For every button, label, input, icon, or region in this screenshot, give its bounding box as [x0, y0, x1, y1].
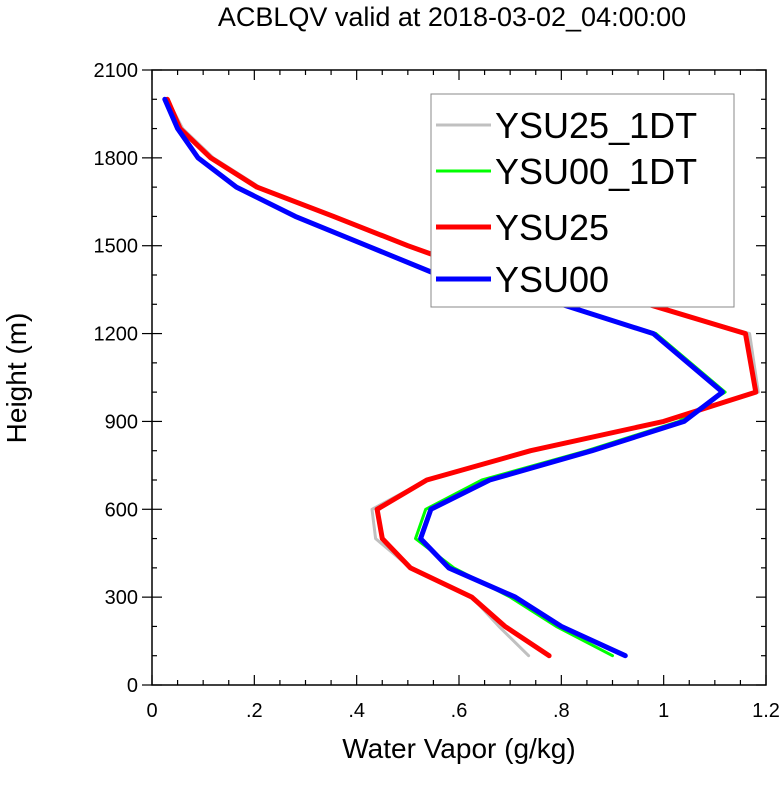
legend-box [430, 93, 735, 308]
y-tick-label: 1500 [94, 236, 139, 258]
y-tick-label: 1200 [94, 324, 139, 346]
x-tick-label: 1 [658, 700, 669, 722]
y-axis-label: Height (m) [1, 313, 32, 444]
y-tick-label: 300 [105, 587, 138, 609]
x-tick-label: .8 [553, 700, 570, 722]
y-tick-label: 1800 [94, 148, 139, 170]
y-tick-label: 0 [127, 675, 138, 697]
legend-label-3: YSU00 [495, 259, 609, 300]
y-tick-label: 2100 [94, 60, 139, 82]
x-tick-label: .2 [246, 700, 263, 722]
series-line-3 [162, 96, 725, 659]
legend: YSU25_1DT YSU00_1DT YSU25 YSU00 [430, 93, 735, 308]
x-axis-label: Water Vapor (g/kg) [342, 733, 575, 764]
legend-label-2: YSU25 [495, 207, 609, 248]
plot-series [162, 96, 760, 659]
x-tick-label: .6 [451, 700, 468, 722]
y-tick-label: 900 [105, 411, 138, 433]
legend-label-1: YSU00_1DT [495, 151, 697, 192]
x-tick-label: 1.2 [752, 700, 780, 722]
x-tick-label: 0 [146, 700, 157, 722]
legend-label-0: YSU25_1DT [495, 105, 697, 146]
x-tick-label: .4 [348, 700, 365, 722]
y-tick-label: 600 [105, 499, 138, 521]
series-line-2 [164, 96, 759, 659]
chart-title: ACBLQV valid at 2018-03-02_04:00:00 [218, 2, 686, 32]
y-axis: 0 300 600 900 1200 1500 1800 2100 [94, 60, 766, 697]
x-axis: 0 .2 .4 .6 .8 1 1.2 [146, 70, 780, 722]
